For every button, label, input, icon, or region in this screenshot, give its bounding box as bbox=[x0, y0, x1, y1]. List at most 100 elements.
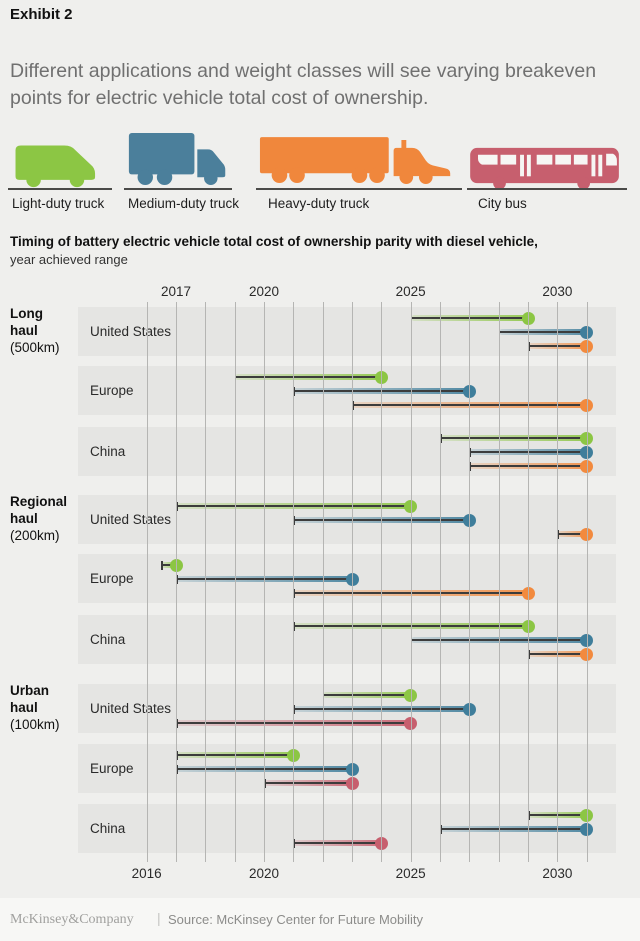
gridline-2028 bbox=[498, 302, 500, 862]
gridline-2017 bbox=[176, 302, 178, 862]
range-start-tick bbox=[161, 560, 163, 570]
axis-label-bottom: 2030 bbox=[542, 866, 573, 881]
gridline-2018 bbox=[205, 302, 207, 862]
range-baseline bbox=[176, 578, 353, 580]
ground-line bbox=[124, 188, 232, 190]
range-dot bbox=[374, 836, 388, 850]
range-dot bbox=[580, 808, 594, 822]
heavy-duty-truck-icon bbox=[259, 137, 451, 184]
range-dot bbox=[462, 384, 476, 398]
legend-label: Light-duty truck bbox=[12, 196, 105, 211]
range-baseline bbox=[440, 437, 587, 439]
country-label: Europe bbox=[90, 760, 134, 776]
range-light bbox=[234, 370, 388, 384]
country-label: United States bbox=[90, 511, 172, 527]
axis-label-top: 2020 bbox=[249, 284, 280, 299]
chart-title: Timing of battery electric vehicle total… bbox=[10, 234, 538, 249]
exhibit-label: Exhibit 2 bbox=[10, 6, 73, 23]
range-baseline bbox=[161, 564, 177, 566]
gridline-2020 bbox=[264, 302, 266, 862]
range-medium bbox=[498, 325, 594, 339]
legend-label: Medium-duty truck bbox=[128, 196, 240, 211]
axis-label-bottom: 2016 bbox=[131, 866, 162, 881]
range-dot bbox=[580, 325, 594, 339]
country-label: China bbox=[90, 443, 126, 459]
group-label: Urban haul (100km) bbox=[10, 683, 60, 732]
footer-bar: McKinsey&Company | Source: McKinsey Cent… bbox=[0, 898, 640, 941]
range-light bbox=[161, 558, 183, 572]
range-dot bbox=[169, 558, 183, 572]
legend-label: City bus bbox=[478, 196, 527, 211]
range-dot bbox=[580, 339, 594, 353]
range-dot bbox=[462, 513, 476, 527]
range-baseline bbox=[528, 653, 587, 655]
group-label: Regional haul (200km) bbox=[10, 494, 68, 543]
gridline-2016 bbox=[146, 302, 148, 862]
gridline-2023 bbox=[352, 302, 354, 862]
range-light bbox=[440, 431, 594, 445]
mckinsey-logo: McKinsey&Company bbox=[10, 912, 134, 927]
range-baseline bbox=[293, 708, 470, 710]
range-dot bbox=[404, 688, 418, 702]
range-baseline bbox=[498, 331, 587, 333]
gridline-2024 bbox=[381, 302, 383, 862]
range-baseline bbox=[293, 390, 470, 392]
legend-label: Heavy-duty truck bbox=[268, 196, 370, 211]
gridline-2030 bbox=[557, 302, 559, 862]
range-dot bbox=[580, 398, 594, 412]
gridline-2025 bbox=[410, 302, 412, 862]
parity-chart: Long haul (500km) United States Europe China R… bbox=[10, 284, 594, 881]
range-baseline bbox=[176, 768, 353, 770]
range-dot bbox=[580, 647, 594, 661]
range-baseline bbox=[234, 376, 382, 378]
range-light bbox=[322, 688, 418, 702]
range-bus bbox=[264, 776, 359, 790]
range-baseline bbox=[293, 842, 382, 844]
gridline-2021 bbox=[293, 302, 295, 862]
range-heavy bbox=[557, 527, 594, 541]
range-baseline bbox=[322, 694, 411, 696]
country-label: China bbox=[90, 820, 126, 836]
axis-label-top: 2025 bbox=[395, 284, 426, 299]
range-dot bbox=[580, 822, 594, 836]
range-dot bbox=[374, 370, 388, 384]
country-label: United States bbox=[90, 323, 172, 339]
gridline-2019 bbox=[234, 302, 236, 862]
range-baseline bbox=[352, 404, 587, 406]
group-label: Long haul (500km) bbox=[10, 306, 60, 355]
page-title: Different applications and weight classe… bbox=[10, 60, 597, 109]
range-baseline bbox=[440, 828, 587, 830]
range-medium bbox=[440, 822, 594, 836]
range-baseline bbox=[410, 639, 587, 641]
city-bus-icon bbox=[470, 147, 619, 190]
footer-separator: | bbox=[157, 910, 161, 926]
range-baseline bbox=[264, 782, 353, 784]
gridline-2029 bbox=[528, 302, 530, 862]
light-duty-truck-icon bbox=[15, 145, 96, 188]
axis-label-top: 2030 bbox=[542, 284, 573, 299]
source-text: Source: McKinsey Center for Future Mobil… bbox=[168, 912, 424, 927]
range-dot bbox=[580, 633, 594, 647]
country-label: Europe bbox=[90, 570, 134, 586]
gridline-2027 bbox=[469, 302, 471, 862]
axis-label-bottom: 2020 bbox=[249, 866, 280, 881]
country-label: United States bbox=[90, 700, 172, 716]
medium-duty-truck-icon bbox=[128, 132, 226, 186]
gridline-2031 bbox=[586, 302, 588, 862]
range-baseline bbox=[410, 317, 529, 319]
range-dot bbox=[580, 431, 594, 445]
ground-line bbox=[467, 188, 627, 190]
axis-label-top: 2017 bbox=[161, 284, 192, 299]
chart-subtitle: year achieved range bbox=[10, 252, 128, 267]
country-label: China bbox=[90, 631, 126, 647]
range-baseline bbox=[557, 533, 587, 535]
axis-label-bottom: 2025 bbox=[395, 866, 426, 881]
range-dot bbox=[462, 702, 476, 716]
gridline-2022 bbox=[322, 302, 324, 862]
range-baseline bbox=[528, 814, 587, 816]
ground-line bbox=[256, 188, 462, 190]
ground-line bbox=[8, 188, 112, 190]
range-bus bbox=[293, 836, 388, 850]
range-baseline bbox=[528, 345, 587, 347]
